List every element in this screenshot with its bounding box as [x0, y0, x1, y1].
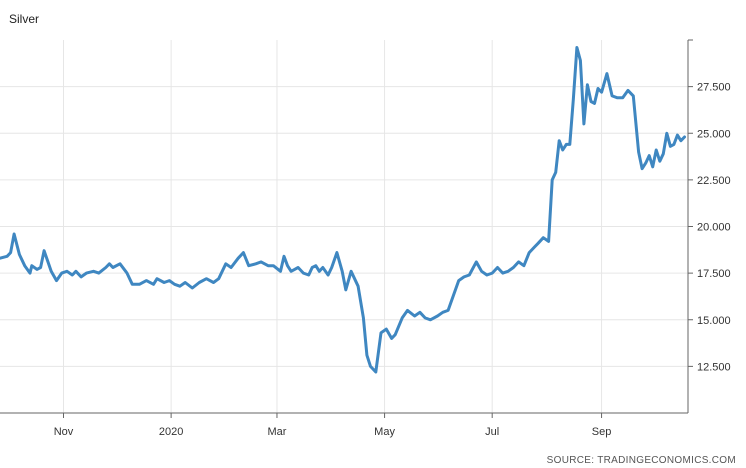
grid — [0, 40, 688, 413]
x-tick-label: Jul — [485, 426, 499, 438]
y-tick-label: 12.500 — [697, 361, 731, 373]
silver-price-line — [0, 46, 686, 374]
axis-labels: 12.500 15.000 17.500 20.000 22.500 25.000 27.5… — [54, 82, 731, 438]
y-tick-label: 25.000 — [697, 128, 731, 140]
axis-ticks — [63, 39, 693, 418]
x-tick-label: Mar — [267, 426, 286, 438]
y-tick-label: 20.000 — [697, 222, 731, 234]
y-tick-label: 15.000 — [697, 315, 731, 327]
x-tick-label: 2020 — [159, 426, 183, 438]
y-tick-label: 22.500 — [697, 175, 731, 187]
chart-title: Silver — [9, 12, 40, 26]
y-tick-label: 27.500 — [697, 82, 731, 94]
x-tick-label: Sep — [592, 426, 612, 438]
x-tick-label: May — [374, 426, 395, 438]
x-tick-label: Nov — [54, 426, 74, 438]
source-credit: SOURCE: TRADINGECONOMICS.COM — [546, 455, 736, 466]
y-tick-label: 17.500 — [697, 268, 731, 280]
